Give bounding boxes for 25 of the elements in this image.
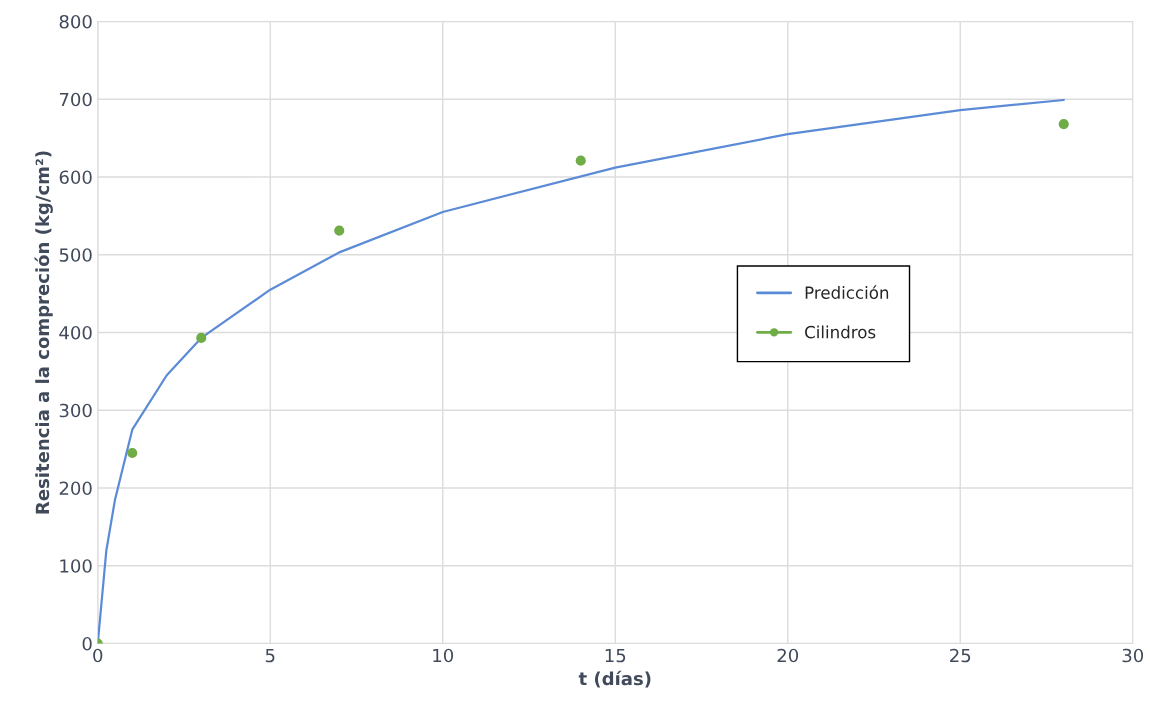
y-tick-label: 100 (60, 559, 92, 573)
x-tick-label: 0 (93, 648, 103, 663)
point (196, 332, 207, 344)
point (127, 447, 138, 459)
y-tick-label: 600 (59, 170, 92, 185)
y-tick-label: 800 (59, 14, 92, 29)
legend-label: Cilindros (805, 325, 876, 339)
y-tick-label: 500 (59, 248, 92, 262)
point (334, 225, 345, 236)
y-tick-label: 400 (59, 325, 92, 340)
x-tick-label: 20 (777, 648, 799, 663)
legend-label: Predicción (805, 285, 889, 299)
x-tick-label: 25 (950, 648, 971, 663)
x-tick-label: 10 (433, 648, 454, 663)
x-axis-title: t (días) (578, 670, 651, 688)
x-tick-label: 5 (265, 648, 275, 663)
point (1058, 119, 1069, 130)
x-tick-label: 30 (1122, 648, 1144, 663)
x-tick-label: 15 (605, 648, 626, 663)
y-tick-label: 300 (59, 403, 92, 418)
y-tick-label: 700 (59, 92, 92, 107)
y-axis-title: Resitencia a la compreción (kg/cm²) (34, 151, 53, 514)
point (575, 155, 586, 166)
y-tick-label: 200 (59, 481, 92, 496)
y-tick-label: 0 (82, 636, 92, 651)
